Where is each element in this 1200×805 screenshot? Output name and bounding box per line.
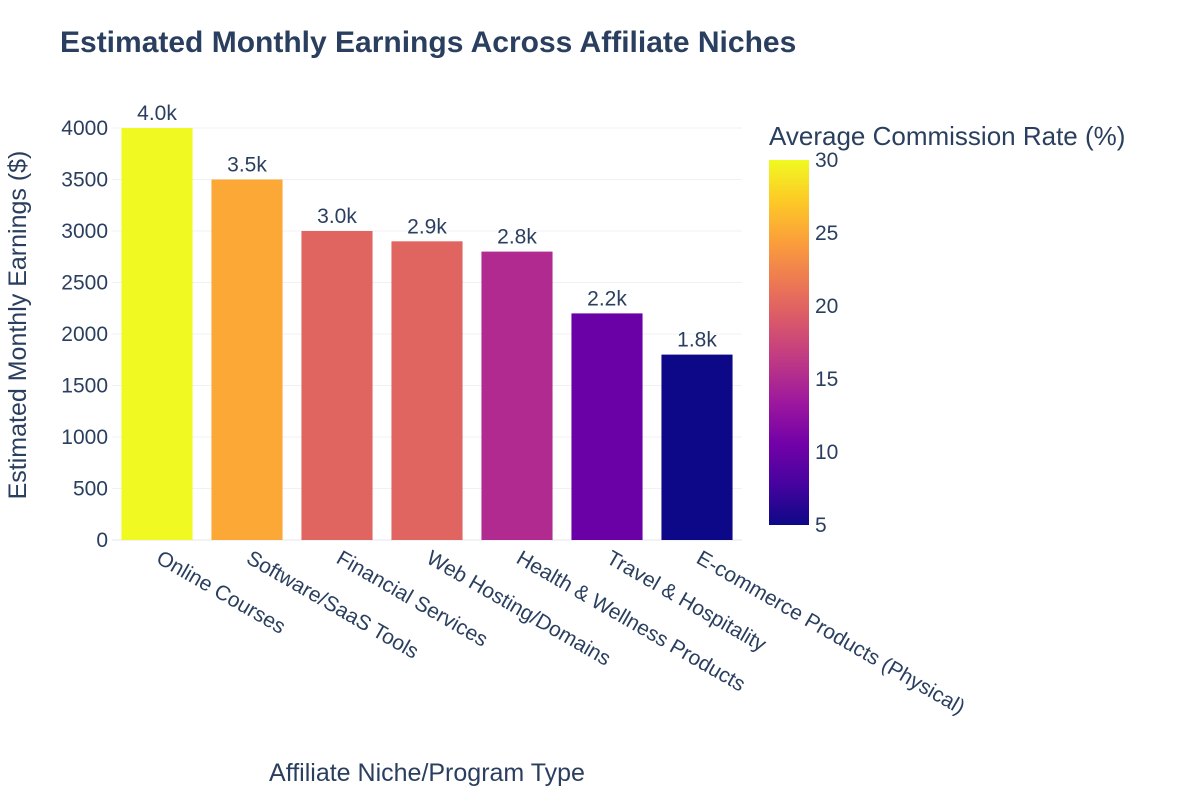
bar <box>121 128 193 540</box>
bar <box>211 179 283 540</box>
bar <box>661 354 733 540</box>
y-tick-label: 0 <box>96 529 108 552</box>
colorbar-title: Average Commission Rate (%) <box>769 121 1125 151</box>
x-tick-label: Financial Services <box>333 546 492 651</box>
y-tick-label: 1000 <box>61 426 108 449</box>
x-axis-title: Affiliate Niche/Program Type <box>269 759 585 787</box>
bar-value-label: 2.9k <box>407 215 447 238</box>
bar-value-label: 2.8k <box>497 226 537 249</box>
y-tick-label: 1500 <box>61 375 108 398</box>
colorbar-gradient <box>769 160 809 525</box>
colorbar: Average Commission Rate (%) 5 10 15 20 25 30 <box>769 121 1125 537</box>
bar-value-label: 3.0k <box>317 205 357 228</box>
bar-value-label: 1.8k <box>677 329 717 352</box>
colorbar-ticks: 5 10 15 20 25 30 <box>815 149 838 537</box>
bar-value-label: 4.0k <box>137 102 177 125</box>
y-axis-ticks: 0 500 1000 1500 2000 2500 3000 3500 4000 <box>61 117 108 552</box>
bar <box>481 251 553 540</box>
y-tick-label: 2500 <box>61 272 108 295</box>
x-tick-label: Software/SaaS Tools <box>243 546 423 663</box>
bar <box>301 231 373 540</box>
colorbar-tick-label: 15 <box>815 368 838 391</box>
colorbar-tick-label: 10 <box>815 441 838 464</box>
bar-value-label: 3.5k <box>227 154 267 177</box>
colorbar-tick-label: 30 <box>815 149 838 172</box>
colorbar-tick-label: 20 <box>815 295 838 318</box>
bar-value-labels: 4.0k 3.5k 3.0k 2.9k 2.8k 2.2k 1.8k <box>137 102 717 352</box>
y-tick-label: 500 <box>73 478 108 501</box>
y-tick-label: 3000 <box>61 220 108 243</box>
y-tick-label: 2000 <box>61 323 108 346</box>
y-tick-label: 3500 <box>61 169 108 192</box>
chart-title: Estimated Monthly Earnings Across Affili… <box>60 26 796 59</box>
colorbar-tick-label: 25 <box>815 222 838 245</box>
y-tick-label: 4000 <box>61 117 108 140</box>
bar <box>391 241 463 541</box>
bar-value-label: 2.2k <box>587 287 627 310</box>
bars <box>121 128 733 541</box>
colorbar-tick-label: 5 <box>815 514 827 537</box>
bar <box>571 313 643 540</box>
y-axis-title: Estimated Monthly Earnings ($) <box>4 151 32 500</box>
